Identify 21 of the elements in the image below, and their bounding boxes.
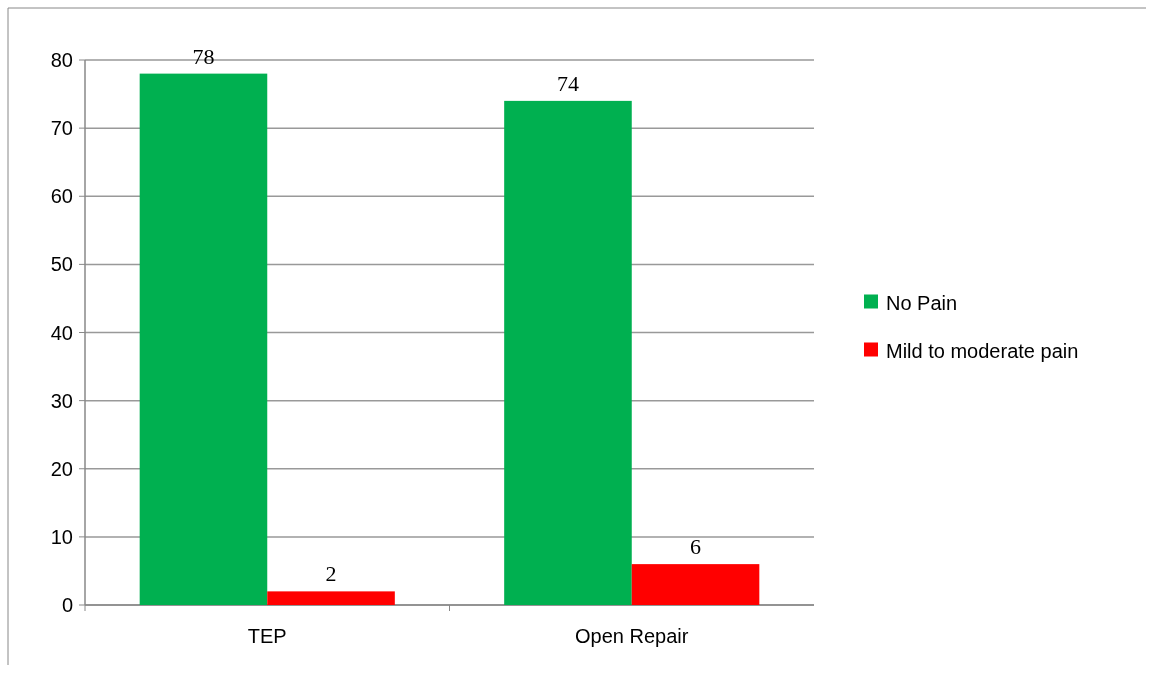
x-tick-label: TEP — [247, 625, 287, 647]
y-tick-label: 40 — [50, 321, 73, 344]
legend-label: Mild to moderate pain — [886, 339, 1079, 362]
x-tick-label: Open Repair — [575, 625, 689, 647]
y-tick-label: 10 — [50, 525, 73, 548]
legend-label: No Pain — [886, 291, 958, 314]
y-tick-label: 0 — [61, 594, 73, 616]
bar — [631, 564, 760, 605]
y-tick-label: 70 — [50, 117, 73, 140]
y-tick-label: 50 — [50, 253, 73, 276]
y-tick-label: 30 — [50, 389, 73, 412]
bar — [267, 591, 395, 605]
data-label: 74 — [556, 70, 579, 96]
data-label: 6 — [690, 534, 702, 560]
y-tick-label: 20 — [50, 457, 73, 480]
bar — [504, 100, 632, 605]
y-tick-label: 60 — [50, 185, 73, 208]
data-label: 2 — [325, 561, 337, 587]
bar — [139, 73, 268, 605]
y-tick-label: 80 — [50, 49, 73, 71]
data-label: 78 — [192, 43, 215, 69]
